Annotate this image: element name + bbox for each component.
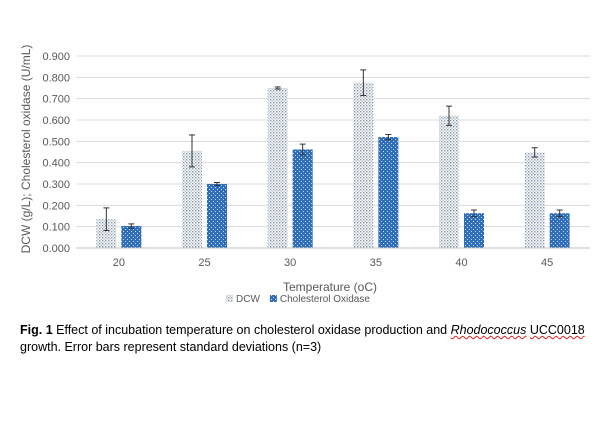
y-tick-label: 0.800 xyxy=(42,72,70,84)
bar-dcw xyxy=(267,88,288,248)
x-tick-label: 35 xyxy=(370,257,382,269)
bar-cholesterol-oxidase xyxy=(207,184,227,248)
y-tick-label: 0.000 xyxy=(42,243,70,255)
y-tick-label: 0.100 xyxy=(42,222,70,234)
bar-dcw xyxy=(439,115,459,248)
y-tick-label: 0.600 xyxy=(42,115,70,127)
bar-dcw xyxy=(96,219,117,248)
x-tick-label: 25 xyxy=(198,257,210,269)
bar-dcw xyxy=(524,152,545,248)
bar-chart: 0.000 0.100 0.200 0.300 0.400 0.500 0.600 0.700… xyxy=(19,45,590,305)
bar-dcw xyxy=(353,82,374,249)
bar-dcw xyxy=(182,150,202,248)
bar-cholesterol-oxidase xyxy=(549,213,570,248)
y-tick-label: 0.500 xyxy=(42,136,70,148)
bar-cholesterol-oxidase xyxy=(292,149,313,248)
legend-swatch xyxy=(226,295,233,302)
x-axis-ticks: 20 25 30 35 40 45 xyxy=(113,257,554,269)
error-bars xyxy=(103,69,563,232)
legend-label: Cholesterol Oxidase xyxy=(280,294,370,305)
legend-label: DCW xyxy=(236,294,260,305)
figure-caption: Fig. 1 Effect of incubation temperature … xyxy=(20,322,595,356)
x-tick-label: 30 xyxy=(284,257,296,269)
bar-cholesterol-oxidase xyxy=(378,137,399,248)
y-tick-label: 0.200 xyxy=(42,200,70,212)
legend-swatch xyxy=(269,295,277,302)
caption-strain: UCC0018 xyxy=(529,323,585,337)
bar-cholesterol-oxidase xyxy=(121,226,142,248)
y-tick-label: 0.900 xyxy=(42,51,70,63)
x-tick-label: 20 xyxy=(113,257,125,269)
bar-cholesterol-oxidase xyxy=(464,213,484,248)
y-tick-label: 0.300 xyxy=(42,179,70,191)
caption-text-start: Effect of incubation temperature on chol… xyxy=(52,323,451,337)
bars xyxy=(96,82,570,249)
caption-text-end: growth. Error bars represent standard de… xyxy=(20,340,322,354)
y-axis-title: DCW (g/L); Cholesterol oxidase (U/mL) xyxy=(19,45,33,254)
x-tick-label: 40 xyxy=(455,257,467,269)
figure-label: Fig. 1 xyxy=(20,323,53,337)
x-axis-title: Temperature (oC) xyxy=(283,280,377,294)
y-tick-label: 0.400 xyxy=(42,158,70,170)
caption-species: Rhodococcus xyxy=(450,323,527,337)
legend: DCW Cholesterol Oxidase xyxy=(226,294,370,305)
y-tick-label: 0.700 xyxy=(42,94,70,106)
y-axis-ticks: 0.000 0.100 0.200 0.300 0.400 0.500 0.600 0.700… xyxy=(42,51,70,255)
gridlines xyxy=(76,55,590,228)
x-tick-label: 45 xyxy=(541,257,553,269)
